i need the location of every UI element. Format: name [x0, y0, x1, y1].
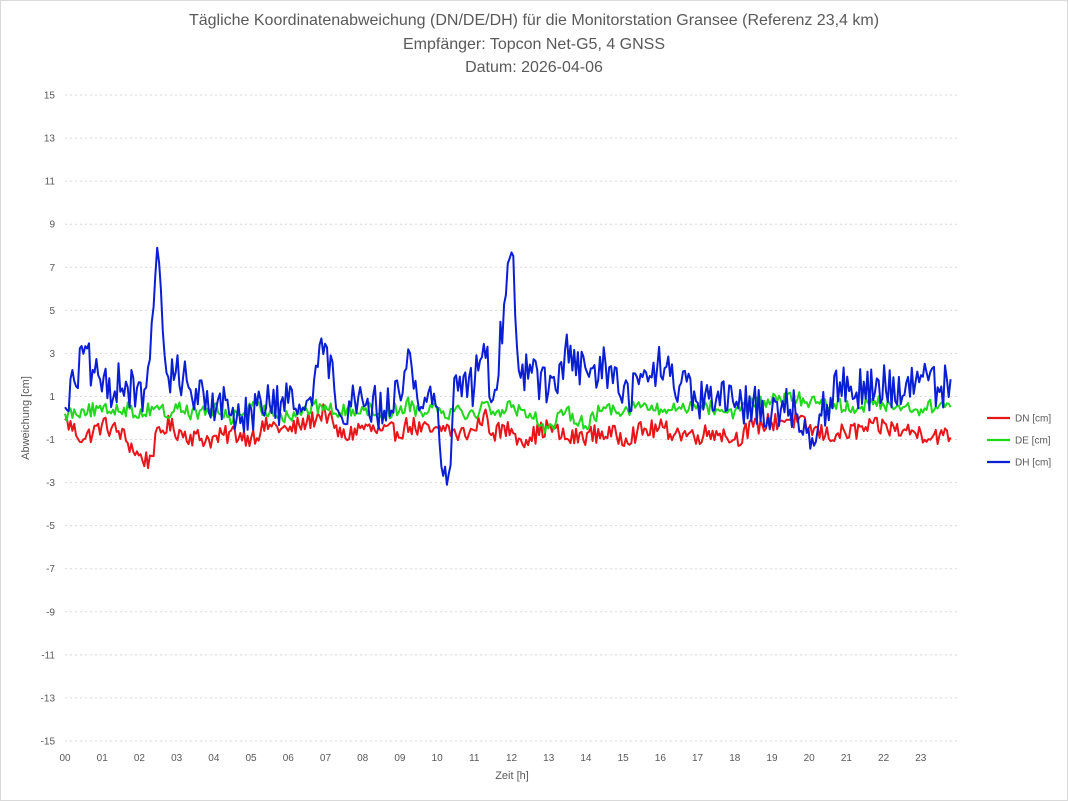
- y-tick-label: -9: [46, 607, 55, 618]
- y-tick-label: -5: [46, 521, 55, 532]
- y-tick-label: 11: [45, 177, 56, 188]
- y-axis-ticks: 15 13 11 9 7 5 3 1 -1 -3 -5 -7 -9 -11 -13 -15: [41, 91, 56, 748]
- y-tick-label: -11: [41, 650, 55, 661]
- series-group: [64, 246, 952, 486]
- y-tick-label: -7: [46, 564, 55, 575]
- chart-subtitle: Empfänger: Topcon Net-G5, 4 GNSS: [402, 36, 666, 53]
- y-tick-label: 1: [49, 392, 55, 403]
- chart-date: Datum: 2026-04-06: [465, 59, 603, 76]
- x-tick-label: 04: [208, 753, 220, 764]
- x-tick-label: 20: [804, 753, 816, 764]
- x-tick-label: 14: [580, 753, 592, 764]
- gridlines: [65, 94, 958, 742]
- x-tick-label: 08: [357, 753, 369, 764]
- x-tick-label: 09: [394, 753, 406, 764]
- x-tick-label: 07: [320, 753, 332, 764]
- x-tick-label: 12: [506, 753, 518, 764]
- chart-title: Tägliche Koordinatenabweichung (DN/DE/DH…: [188, 12, 880, 29]
- x-tick-label: 02: [134, 753, 146, 764]
- series-line-1: [64, 391, 952, 434]
- x-tick-label: 15: [618, 753, 630, 764]
- x-tick-label: 10: [432, 753, 444, 764]
- x-tick-label: 03: [171, 753, 183, 764]
- legend: DN [cm] DE [cm] DH [cm]: [987, 414, 1051, 469]
- x-tick-label: 19: [766, 753, 778, 764]
- x-tick-label: 11: [469, 753, 480, 764]
- legend-label: DN [cm]: [1015, 414, 1051, 425]
- y-tick-label: -13: [41, 693, 56, 704]
- y-tick-label: 7: [49, 263, 55, 274]
- x-axis-ticks: 00 01 02 03 04 05 06 07 08 09 10 11 12 13 14 15 16 17 18 19…: [59, 753, 926, 764]
- x-tick-label: 01: [97, 753, 109, 764]
- legend-label: DH [cm]: [1015, 458, 1051, 469]
- y-tick-label: 5: [49, 306, 55, 317]
- x-tick-label: 23: [915, 753, 927, 764]
- x-tick-label: 22: [878, 753, 890, 764]
- y-tick-label: 15: [44, 91, 56, 102]
- x-tick-label: 21: [841, 753, 853, 764]
- legend-label: DE [cm]: [1015, 436, 1051, 447]
- y-tick-label: 3: [49, 349, 55, 360]
- x-tick-label: 06: [283, 753, 295, 764]
- y-tick-label: -3: [46, 478, 55, 489]
- series-line-2: [64, 246, 952, 486]
- y-tick-label: 13: [44, 134, 56, 145]
- y-tick-label: -15: [41, 737, 56, 748]
- y-axis-title: Abweichung [cm]: [20, 376, 32, 460]
- x-tick-label: 00: [59, 753, 71, 764]
- x-tick-label: 05: [245, 753, 257, 764]
- x-tick-label: 13: [543, 753, 555, 764]
- y-tick-label: -1: [46, 435, 55, 446]
- series-line-0: [64, 403, 952, 470]
- x-axis-title: Zeit [h]: [495, 770, 529, 782]
- x-tick-label: 16: [655, 753, 667, 764]
- x-tick-label: 17: [692, 753, 704, 764]
- x-tick-label: 18: [729, 753, 741, 764]
- y-tick-label: 9: [49, 220, 55, 231]
